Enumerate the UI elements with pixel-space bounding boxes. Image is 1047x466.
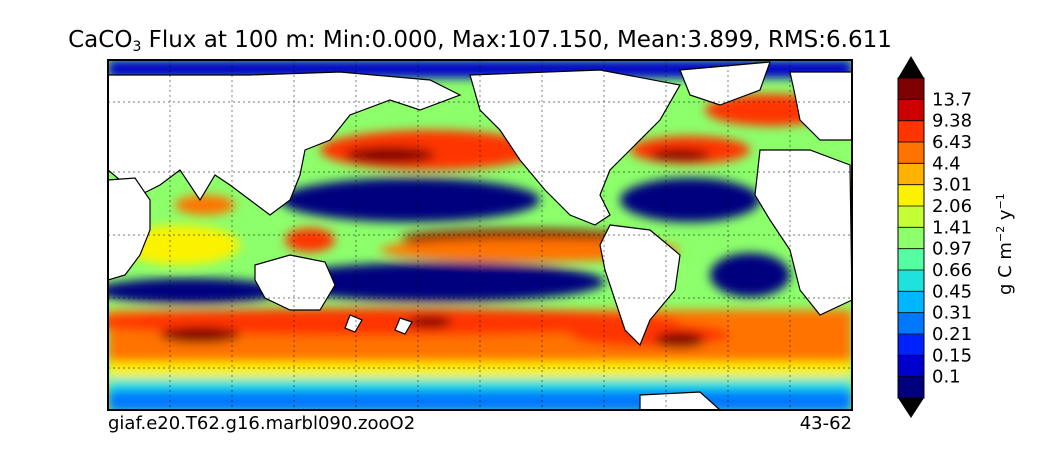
colorbar-frame: [897, 77, 925, 399]
colorbar-tick-label: 6.43: [932, 132, 972, 153]
colorbar-tick-label: 0.15: [932, 345, 972, 366]
colorbar-extend-min: [898, 398, 924, 418]
colorbar-tick-label: 2.06: [932, 196, 972, 217]
colorbar-unit-label: g C m−2 y−1: [994, 193, 1016, 295]
colorbar-bin: [898, 206, 924, 228]
colorbar-tick-label: 0.97: [932, 239, 972, 260]
colorbar-tick-label: 13.7: [932, 89, 972, 110]
colorbar-bin: [898, 334, 924, 356]
colorbar-bin: [898, 142, 924, 164]
colorbar-tick-label: 3.01: [932, 175, 972, 196]
colorbar-tick-label: 9.38: [932, 111, 972, 132]
map-panel: [108, 60, 852, 410]
colorbar-tick-label: 0.45: [932, 281, 972, 302]
colorbar-bin: [898, 248, 924, 271]
colorbar-tick-label: 4.4: [932, 153, 961, 174]
colorbar: 0.10.150.210.310.450.660.971.412.063.014…: [897, 56, 972, 418]
colorbar-bin: [898, 270, 924, 292]
colorbar-bin: [898, 184, 924, 207]
map-frame: [107, 59, 853, 411]
colorbar-bin: [898, 291, 924, 314]
colorbar-tick-label: 0.21: [932, 324, 972, 345]
years-label: 43-62: [799, 413, 852, 434]
colorbar-tick-label: 0.31: [932, 303, 972, 324]
colorbar-extend-max: [898, 56, 924, 78]
colorbar-bin: [898, 227, 924, 250]
colorbar-tick-label: 0.1: [932, 367, 961, 388]
graticule: [108, 60, 852, 410]
colorbar-bin: [898, 312, 924, 335]
colorbar-bin: [898, 120, 924, 143]
colorbar-tick-label: 1.41: [932, 217, 972, 238]
colorbar-bin: [898, 78, 924, 100]
colorbar-bin: [898, 99, 924, 122]
colorbar-bin: [898, 355, 924, 378]
colorbar-bin: [898, 163, 924, 186]
colorbar-tick-label: 0.66: [932, 260, 972, 281]
case-name: giaf.e20.T62.g16.marbl090.zooO2: [108, 413, 416, 434]
land: [108, 61, 852, 410]
plot-title: CaCO3 Flux at 100 m: Min:0.000, Max:107.…: [68, 27, 892, 55]
colorbar-bin: [898, 376, 924, 399]
